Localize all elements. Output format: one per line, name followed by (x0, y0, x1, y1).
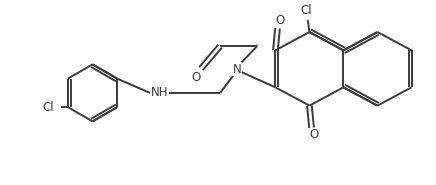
Text: O: O (191, 71, 201, 85)
Text: O: O (309, 128, 318, 142)
Text: NH: NH (150, 86, 168, 99)
Text: Cl: Cl (300, 4, 312, 17)
Text: N: N (233, 63, 242, 75)
Text: O: O (275, 14, 284, 28)
Text: Cl: Cl (43, 101, 54, 114)
